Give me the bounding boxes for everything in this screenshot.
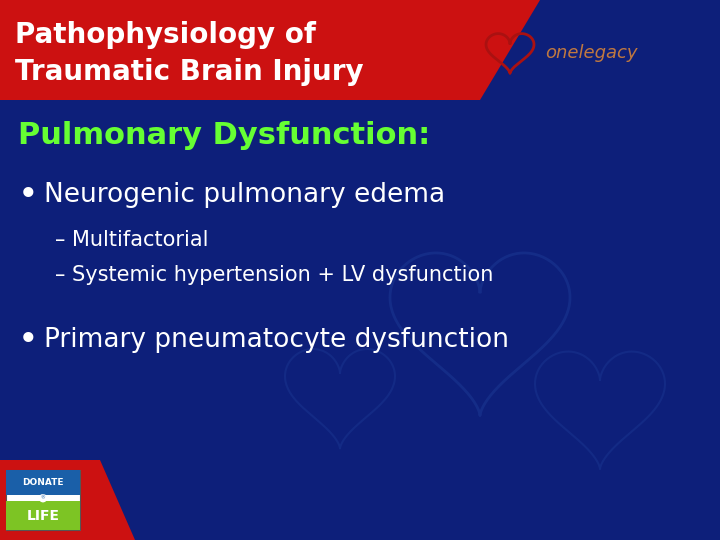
Text: onelegacy: onelegacy <box>545 44 637 62</box>
Text: LIFE: LIFE <box>27 509 60 523</box>
Text: Pulmonary Dysfunction:: Pulmonary Dysfunction: <box>18 120 431 150</box>
Bar <box>6 501 80 530</box>
Text: •: • <box>18 178 39 212</box>
Text: ®: ® <box>40 496 45 501</box>
Polygon shape <box>0 460 135 540</box>
Bar <box>6 470 80 530</box>
Text: – Multifactorial: – Multifactorial <box>55 230 209 250</box>
Circle shape <box>40 495 47 502</box>
Text: – Systemic hypertension + LV dysfunction: – Systemic hypertension + LV dysfunction <box>55 265 493 285</box>
Bar <box>6 470 80 495</box>
Text: Traumatic Brain Injury: Traumatic Brain Injury <box>15 58 364 86</box>
Text: Pathophysiology of: Pathophysiology of <box>15 21 316 49</box>
Polygon shape <box>0 0 540 100</box>
Text: DONATE: DONATE <box>22 478 64 487</box>
Text: Primary pneumatocyte dysfunction: Primary pneumatocyte dysfunction <box>44 327 509 353</box>
Text: •: • <box>18 323 39 357</box>
Text: Neurogenic pulmonary edema: Neurogenic pulmonary edema <box>44 182 445 208</box>
